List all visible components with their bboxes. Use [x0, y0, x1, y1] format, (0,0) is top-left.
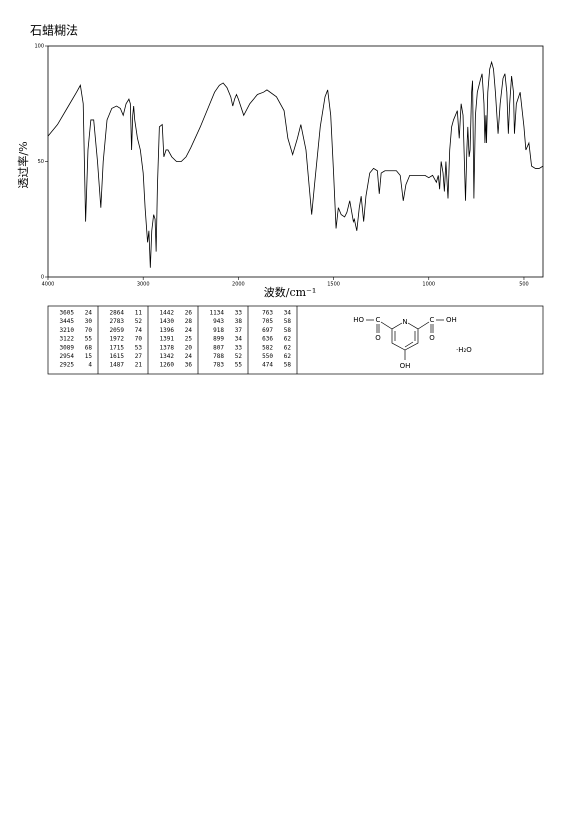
peak-wavenumber: 1396 [160, 327, 175, 334]
peak-transmittance: 24 [85, 310, 93, 317]
peak-wavenumber: 3122 [60, 336, 75, 343]
peak-wavenumber: 1442 [160, 310, 175, 317]
peak-transmittance: 68 [85, 344, 93, 351]
peak-transmittance: 24 [185, 327, 193, 334]
peak-wavenumber: 1972 [110, 336, 125, 343]
peak-transmittance: 58 [284, 318, 292, 325]
peak-wavenumber: 899 [213, 336, 224, 343]
peak-wavenumber: 3210 [60, 327, 75, 334]
peak-transmittance: 58 [284, 327, 292, 334]
x-tick-label: 4000 [42, 282, 55, 288]
peak-wavenumber: 807 [213, 344, 224, 351]
peak-transmittance: 27 [135, 353, 143, 360]
peak-transmittance: 74 [135, 327, 143, 334]
peak-wavenumber: 2925 [60, 362, 75, 369]
peak-wavenumber: 1615 [110, 353, 125, 360]
peak-wavenumber: 1378 [160, 344, 175, 351]
peak-wavenumber: 1391 [160, 336, 175, 343]
peak-wavenumber: 1715 [110, 344, 125, 351]
peak-transmittance: 52 [235, 353, 243, 360]
structure-label: C [430, 316, 435, 324]
peak-wavenumber: 1260 [160, 362, 175, 369]
peak-transmittance: 30 [85, 318, 93, 325]
x-tick-label: 1500 [327, 282, 340, 288]
table-dividers [97, 306, 298, 374]
peak-wavenumber: 788 [213, 353, 224, 360]
structure-label: O [375, 334, 381, 342]
structure-label: HO [353, 316, 364, 324]
peak-transmittance: 38 [235, 318, 243, 325]
peak-transmittance: 62 [284, 336, 292, 343]
peak-wavenumber: 1134 [210, 310, 225, 317]
y-tick-label: 0 [41, 275, 44, 281]
peak-transmittance: 53 [135, 344, 143, 351]
peak-transmittance: 34 [235, 336, 243, 343]
peak-wavenumber: 3089 [60, 344, 75, 351]
peak-transmittance: 26 [185, 310, 193, 317]
peak-wavenumber: 943 [213, 318, 224, 325]
y-tick-label: 50 [38, 159, 44, 165]
peak-transmittance: 70 [135, 336, 143, 343]
structure-label: OH [400, 362, 411, 370]
chart-title: 石蜡糊法 [30, 23, 78, 38]
peak-transmittance: 34 [284, 310, 292, 317]
x-tick-label: 1000 [422, 282, 435, 288]
y-axis-label: 透过率/% [16, 141, 30, 188]
peak-transmittance: 4 [88, 362, 92, 369]
structure-label: N [402, 318, 407, 326]
peak-transmittance: 62 [284, 344, 292, 351]
peak-wavenumber: 2864 [110, 310, 125, 317]
structure-label: OH [446, 316, 457, 324]
peak-transmittance: 52 [135, 318, 143, 325]
structure-label: ·H₂O [456, 346, 472, 354]
structure-label: C [376, 316, 381, 324]
x-tick-label: 500 [519, 282, 529, 288]
plot-frame [47, 45, 544, 278]
x-tick-label: 3000 [137, 282, 150, 288]
peak-wavenumber: 918 [213, 327, 224, 334]
peak-transmittance: 58 [284, 362, 292, 369]
x-tick-label: 2000 [232, 282, 245, 288]
peak-transmittance: 33 [235, 344, 243, 351]
peak-transmittance: 36 [185, 362, 193, 369]
peak-wavenumber: 474 [262, 362, 273, 369]
peak-transmittance: 20 [185, 344, 193, 351]
peak-transmittance: 33 [235, 310, 243, 317]
peak-transmittance: 11 [135, 310, 143, 317]
peak-wavenumber: 550 [262, 353, 273, 360]
peak-transmittance: 21 [135, 362, 143, 369]
peak-wavenumber: 1342 [160, 353, 175, 360]
peak-wavenumber: 697 [262, 327, 273, 334]
y-tick-label: 100 [34, 44, 44, 50]
peak-wavenumber: 636 [262, 336, 273, 343]
peak-wavenumber: 1430 [160, 318, 175, 325]
peak-transmittance: 62 [284, 353, 292, 360]
peak-table-frame [47, 305, 544, 375]
peak-wavenumber: 1487 [110, 362, 125, 369]
peak-wavenumber: 2954 [60, 353, 75, 360]
peak-transmittance: 55 [85, 336, 93, 343]
peak-wavenumber: 763 [262, 310, 273, 317]
peak-wavenumber: 2783 [110, 318, 125, 325]
structure-bonds [366, 319, 444, 360]
peak-transmittance: 28 [185, 318, 193, 325]
peak-wavenumber: 705 [262, 318, 273, 325]
peak-transmittance: 15 [85, 353, 93, 360]
peak-transmittance: 55 [235, 362, 243, 369]
structure-label: O [429, 334, 435, 342]
peak-transmittance: 37 [235, 327, 243, 334]
peak-wavenumber: 2059 [110, 327, 125, 334]
peak-transmittance: 25 [185, 336, 193, 343]
x-axis-label: 波数/cm⁻¹ [264, 286, 317, 299]
peak-wavenumber: 3605 [60, 310, 75, 317]
peak-transmittance: 70 [85, 327, 93, 334]
peak-transmittance: 24 [185, 353, 193, 360]
peak-wavenumber: 582 [262, 344, 273, 351]
peak-wavenumber: 3445 [60, 318, 75, 325]
spectrum-line [47, 60, 544, 268]
peak-wavenumber: 783 [213, 362, 224, 369]
